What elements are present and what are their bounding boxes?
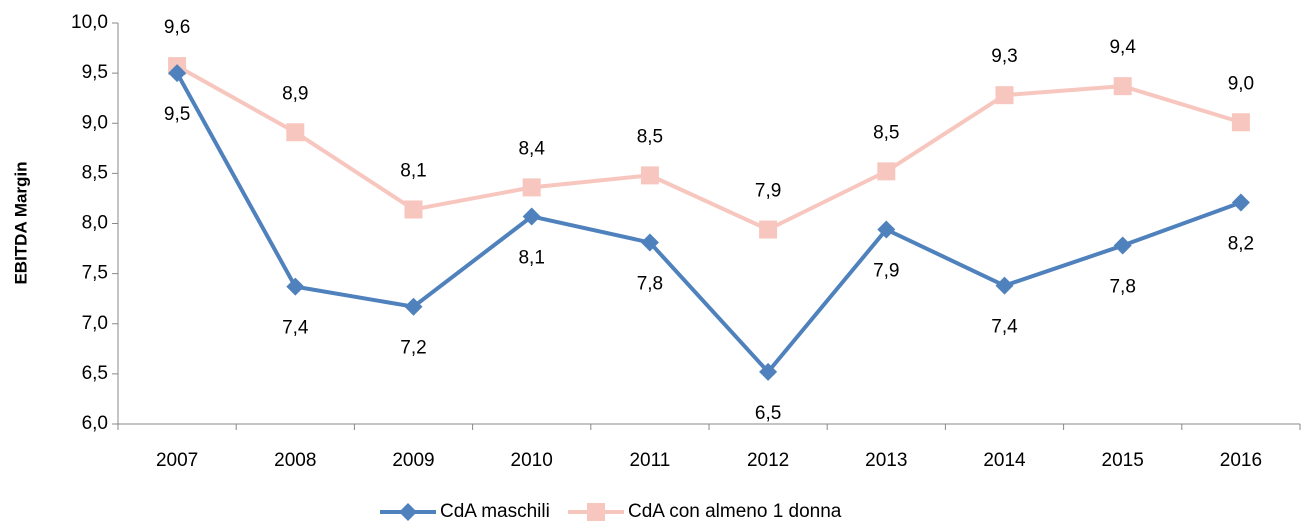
data-label: 7,2 [400, 338, 426, 359]
x-tick-label: 2009 [392, 450, 434, 471]
data-label: 8,2 [1228, 233, 1254, 254]
data-label: 7,9 [755, 181, 781, 202]
data-label: 7,8 [1109, 277, 1135, 298]
x-tick-label: 2012 [747, 450, 789, 471]
y-tick-label: 6,0 [82, 413, 108, 434]
data-label: 7,4 [282, 318, 309, 339]
point [286, 277, 305, 296]
point [640, 166, 659, 185]
point [168, 64, 187, 83]
y-tick-label: 7,0 [82, 313, 108, 334]
y-tick-label: 6,5 [82, 363, 108, 384]
y-tick-label: 9,0 [82, 112, 108, 133]
legend-label: CdA maschili [440, 501, 550, 522]
legend-marker [399, 503, 417, 521]
point [759, 362, 778, 381]
point [995, 86, 1014, 105]
point [522, 207, 541, 226]
point [1113, 77, 1132, 96]
y-tick-label: 10,0 [71, 12, 108, 33]
point [1113, 236, 1132, 255]
series-line [175, 72, 1242, 374]
data-label: 8,5 [637, 126, 663, 147]
y-tick-label: 8,0 [82, 213, 108, 234]
data-label: 6,5 [755, 403, 781, 424]
point [1231, 193, 1250, 212]
data-label: 9,5 [164, 104, 190, 125]
x-tick-label: 2011 [629, 450, 670, 471]
data-label: 7,9 [873, 261, 899, 282]
series-line [176, 64, 1242, 232]
y-tick-label: 9,5 [82, 62, 108, 83]
x-tick-label: 2013 [865, 450, 907, 471]
data-label: 9,6 [164, 17, 190, 38]
x-tick-label: 2010 [511, 450, 553, 471]
data-label: 8,4 [518, 138, 545, 159]
point [404, 200, 423, 219]
data-label: 9,4 [1109, 37, 1136, 58]
data-label: 8,9 [282, 83, 308, 104]
x-tick-label: 2015 [1102, 450, 1144, 471]
data-label: 8,5 [873, 122, 899, 143]
y-tick-label: 7,5 [82, 263, 108, 284]
data-label: 7,4 [991, 317, 1018, 338]
point [995, 276, 1014, 295]
point [877, 162, 896, 181]
x-tick-label: 2014 [983, 450, 1026, 471]
x-tick-label: 2016 [1220, 450, 1262, 471]
data-label: 7,8 [637, 274, 663, 295]
data-label: 9,0 [1228, 73, 1254, 94]
y-axis-label: EBITDA Margin [11, 161, 30, 284]
point [404, 297, 423, 316]
y-tick-label: 8,5 [82, 162, 108, 183]
point [877, 220, 896, 239]
legend-label: CdA con almeno 1 donna [628, 501, 842, 522]
point [522, 178, 541, 197]
point [640, 233, 659, 252]
x-tick-label: 2008 [274, 450, 316, 471]
data-label: 8,1 [400, 160, 426, 181]
data-label: 8,1 [518, 247, 544, 268]
point [759, 220, 778, 239]
point [286, 123, 305, 142]
point [1231, 113, 1250, 132]
legend-marker [587, 503, 605, 521]
data-label: 9,3 [991, 46, 1017, 67]
x-tick-label: 2007 [156, 450, 198, 471]
